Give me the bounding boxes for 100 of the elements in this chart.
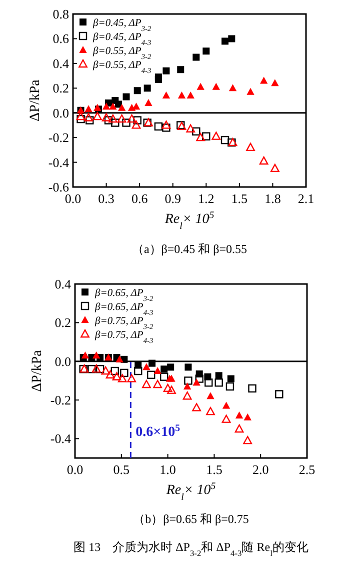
point xyxy=(246,88,254,95)
point xyxy=(259,156,268,165)
point xyxy=(244,413,252,420)
point xyxy=(104,116,113,124)
point xyxy=(128,104,136,111)
point xyxy=(127,114,136,123)
point xyxy=(182,392,192,400)
point xyxy=(214,378,223,387)
y-axis-title: ΔP/kPa xyxy=(30,349,45,392)
point xyxy=(160,372,168,381)
x-tick-label: 2.1 xyxy=(298,191,314,206)
point xyxy=(206,392,214,400)
point xyxy=(215,372,222,380)
point xyxy=(109,102,117,110)
y-tick-label: 0.8 xyxy=(52,6,69,22)
legend-label: β=0.45, ΔP$_{3-2}$ xyxy=(92,18,152,32)
point xyxy=(118,104,126,111)
x-tick-label: 0.6 xyxy=(131,191,148,206)
x-tick-label: 1.5 xyxy=(206,462,222,477)
point xyxy=(271,79,279,86)
point xyxy=(118,374,127,382)
point xyxy=(134,87,141,94)
x-axis-title: Re$_{l}$× 10$^{5}$ xyxy=(165,480,216,502)
x-tick-label: 1.8 xyxy=(264,191,281,206)
point xyxy=(228,84,237,92)
point xyxy=(177,66,184,74)
x-tick-label: 2.5 xyxy=(298,462,316,477)
point xyxy=(108,114,118,123)
legend-label: β=0.55, ΔP$_{4-3}$ xyxy=(92,60,152,74)
x-tick-label: 2.0 xyxy=(252,462,269,477)
point xyxy=(184,376,192,385)
point xyxy=(144,84,151,92)
point xyxy=(84,105,92,112)
point xyxy=(162,67,170,74)
x-tick-label: 0.3 xyxy=(98,191,114,206)
point xyxy=(148,360,156,367)
point xyxy=(206,406,215,416)
point xyxy=(196,132,206,142)
point xyxy=(127,374,136,382)
point xyxy=(84,113,93,122)
point xyxy=(120,368,128,378)
y-tick-label: -0.4 xyxy=(50,431,72,446)
x-tick-label: 0.5 xyxy=(113,462,130,477)
point xyxy=(186,124,196,132)
point xyxy=(186,92,194,99)
point xyxy=(270,164,280,172)
point xyxy=(260,76,268,84)
point xyxy=(154,366,162,374)
legend-label: β=0.65, ΔP$_{4-3}$ xyxy=(94,302,154,316)
text: （a）β=0.45 和 β=0.55 xyxy=(132,242,248,256)
point xyxy=(202,132,210,140)
point xyxy=(92,352,100,359)
y-tick-label: 0.2 xyxy=(54,315,71,330)
point xyxy=(227,375,234,382)
point xyxy=(92,112,102,120)
point xyxy=(116,355,124,362)
y-tick-label: 0.4 xyxy=(52,56,70,71)
point xyxy=(220,136,230,144)
x-tick-label: 1.2 xyxy=(198,191,214,206)
point xyxy=(167,386,176,394)
point xyxy=(222,402,230,409)
point xyxy=(275,390,284,398)
point xyxy=(243,436,252,444)
point xyxy=(142,363,150,370)
point xyxy=(106,370,115,378)
point xyxy=(96,364,104,374)
point xyxy=(163,384,172,392)
point xyxy=(212,82,220,90)
point xyxy=(162,120,171,129)
point xyxy=(192,54,200,61)
point xyxy=(162,92,170,99)
legend-label: β=0.45, ΔP$_{4-3}$ xyxy=(92,32,152,46)
legend-label: β=0.55, ΔP$_{3-2}$ xyxy=(92,46,152,60)
x-tick-label: 1.0 xyxy=(160,462,176,477)
point xyxy=(111,118,120,127)
point xyxy=(154,122,163,131)
point xyxy=(226,382,234,391)
point xyxy=(183,382,192,390)
point xyxy=(192,403,202,412)
y-axis-title: ΔP/kPa xyxy=(28,78,43,122)
point xyxy=(76,114,85,124)
legend-label: β=0.65, ΔP$_{3-2}$ xyxy=(94,288,154,302)
point xyxy=(160,366,168,373)
point xyxy=(114,100,122,108)
point xyxy=(112,372,122,380)
point xyxy=(101,366,110,375)
point xyxy=(222,38,229,45)
point xyxy=(86,116,94,124)
legend-label: β=0.75, ΔP$_{4-3}$ xyxy=(94,330,154,344)
point xyxy=(92,364,101,373)
point xyxy=(196,82,204,90)
point xyxy=(178,92,186,99)
point xyxy=(110,366,120,376)
point xyxy=(235,411,244,418)
point xyxy=(122,93,130,100)
point xyxy=(153,380,162,388)
y-tick-label: -0.2 xyxy=(50,392,71,408)
point xyxy=(132,120,141,129)
point xyxy=(102,102,110,110)
point xyxy=(144,98,152,106)
